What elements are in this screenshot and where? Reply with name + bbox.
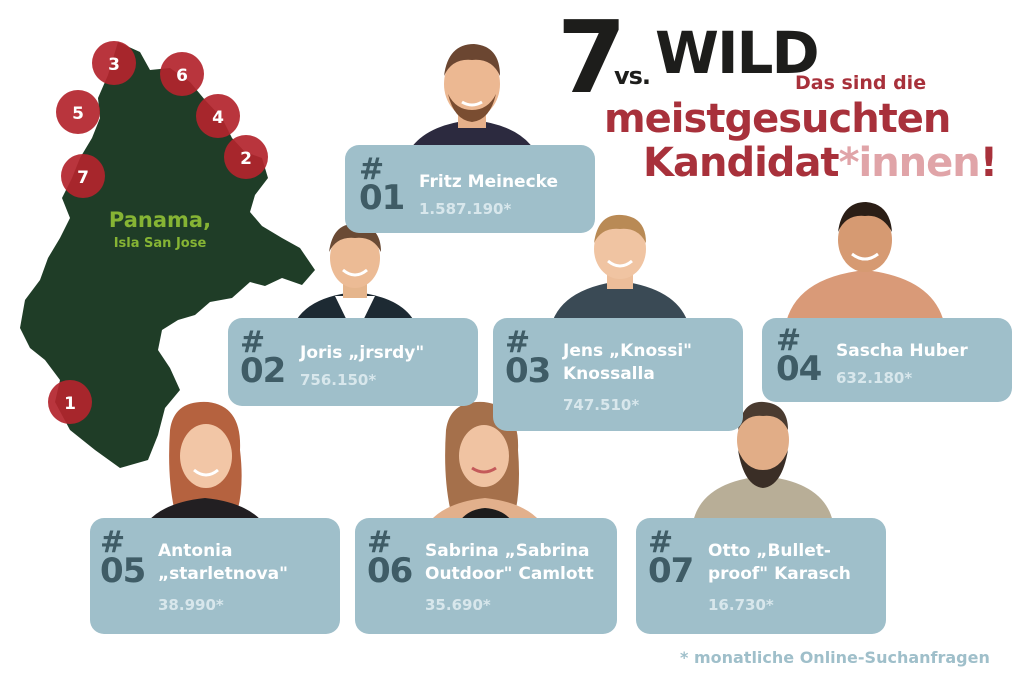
marker-7: 7 <box>61 154 105 198</box>
marker-4: 4 <box>196 94 240 138</box>
footnote: * monatliche Online-Suchanfragen <box>680 648 990 667</box>
rank-hash: # <box>359 152 384 187</box>
candidate-card-06: # 06 Sabrina „Sabrina Outdoor" Camlott 3… <box>355 518 617 634</box>
marker-7-label: 7 <box>77 168 89 188</box>
search-count: 16.730* <box>708 596 774 614</box>
rank-label: # 04 <box>776 323 822 389</box>
subtitle-line-1: Das sind die <box>795 72 927 94</box>
marker-1-label: 1 <box>64 394 76 414</box>
marker-6-label: 6 <box>176 66 188 86</box>
subtitle-kandidat: Kandidat <box>643 140 840 186</box>
rank-hash: # <box>505 325 530 360</box>
rank-hash: # <box>648 525 673 560</box>
candidate-card-02: # 02 Joris „jrsrdy" 756.150* <box>228 318 478 406</box>
portrait-antonia <box>138 401 272 540</box>
search-count: 632.180* <box>836 369 913 387</box>
search-count: 35.690* <box>425 596 491 614</box>
candidate-name: Antonia „starletnova" <box>158 541 288 585</box>
rank-hash: # <box>367 525 392 560</box>
rank-number: 04 <box>776 349 822 389</box>
candidate-name: Sabrina „Sabrina Outdoor" Camlott <box>425 541 594 585</box>
rank-label: # 05 <box>100 525 146 591</box>
candidate-card-07: # 07 Otto „Bullet- proof" Karasch 16.730… <box>636 518 886 634</box>
candidate-card-01: # 01 Fritz Meinecke 1.587.190* <box>345 145 595 233</box>
rank-hash: # <box>240 325 265 360</box>
rank-hash: # <box>100 525 125 560</box>
rank-number: 07 <box>648 551 694 591</box>
candidate-name: Sascha Huber <box>836 341 968 361</box>
rank-number: 02 <box>240 351 286 391</box>
title-seven: 7 <box>557 0 627 116</box>
marker-4-label: 4 <box>212 108 224 128</box>
rank-number: 03 <box>505 351 551 391</box>
rank-number: 01 <box>359 178 405 218</box>
rank-number: 05 <box>100 551 146 591</box>
candidate-card-05: # 05 Antonia „starletnova" 38.990* <box>90 518 340 634</box>
marker-1: 1 <box>48 380 92 424</box>
subtitle-exclamation: ! <box>979 140 998 186</box>
rank-hash: # <box>776 323 801 358</box>
marker-2: 2 <box>224 135 268 179</box>
marker-2-label: 2 <box>240 149 252 169</box>
search-count: 747.510* <box>563 396 640 414</box>
candidate-card-03: # 03 Jens „Knossi" Knossalla 747.510* <box>493 318 743 431</box>
portrait-otto <box>693 401 833 522</box>
title-wild: WILD <box>655 19 820 87</box>
map-location-label: Panama, <box>108 208 212 232</box>
marker-6: 6 <box>160 52 204 96</box>
candidate-name: Joris „jrsrdy" <box>300 343 425 363</box>
candidate-card-04: # 04 Sascha Huber 632.180* <box>762 318 1012 402</box>
rank-label: # 01 <box>359 152 405 218</box>
portrait-jens <box>550 214 690 330</box>
subtitle-innen: *innen <box>838 140 981 186</box>
rank-label: # 03 <box>505 325 551 391</box>
title-vs: vs. <box>614 62 651 90</box>
marker-5-label: 5 <box>72 104 84 124</box>
search-count: 1.587.190* <box>419 200 512 218</box>
map-markers: 3 6 5 4 2 7 1 <box>48 41 268 424</box>
map-island-label: Isla San Jose <box>113 236 207 251</box>
search-count: 38.990* <box>158 596 224 614</box>
candidate-name: Fritz Meinecke <box>419 172 559 192</box>
search-count: 756.150* <box>300 371 377 389</box>
marker-5: 5 <box>56 90 100 134</box>
rank-label: # 06 <box>367 525 413 591</box>
candidate-name: Jens „Knossi" Knossalla <box>563 341 693 385</box>
subtitle-line-3: Kandidat*innen! <box>643 140 998 186</box>
marker-3: 3 <box>92 41 136 85</box>
candidate-name: Otto „Bullet- proof" Karasch <box>708 541 851 585</box>
portrait-sascha <box>785 202 945 327</box>
rank-label: # 02 <box>240 325 286 391</box>
rank-label: # 07 <box>648 525 694 591</box>
rank-number: 06 <box>367 551 413 591</box>
marker-3-label: 3 <box>108 55 120 75</box>
subtitle-line-2: meistgesuchten <box>604 96 951 142</box>
